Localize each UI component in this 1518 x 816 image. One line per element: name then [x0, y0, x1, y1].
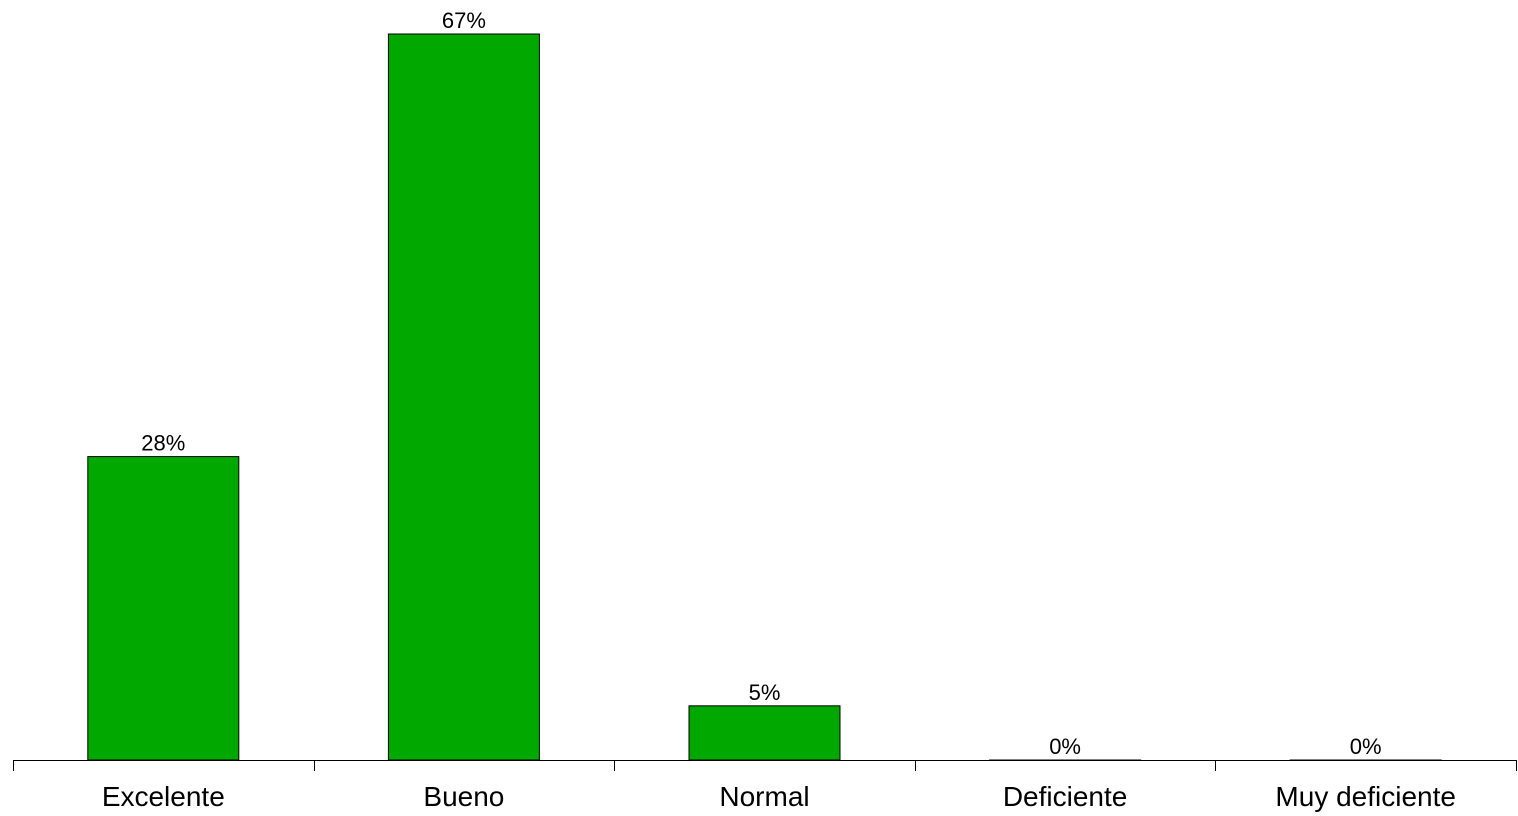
- data-label: 0%: [1049, 734, 1081, 759]
- data-label: 28%: [141, 431, 185, 456]
- x-axis-ticks: [13, 760, 1517, 771]
- bar-normal: [688, 705, 841, 761]
- bar-bueno: [387, 33, 540, 761]
- bars-group: [87, 33, 1442, 761]
- category-labels-group: Excelente Bueno Normal Deficiente Muy defici…: [102, 781, 1456, 812]
- data-labels-group: 28% 67% 5% 0% 0%: [141, 8, 1381, 759]
- category-label: Muy deficiente: [1275, 781, 1456, 812]
- data-label: 5%: [749, 680, 781, 705]
- category-label: Excelente: [102, 781, 225, 812]
- category-label: Normal: [719, 781, 809, 812]
- data-label: 67%: [442, 8, 486, 33]
- data-label: 0%: [1350, 734, 1382, 759]
- bar-excelente: [87, 456, 240, 761]
- category-label: Deficiente: [1003, 781, 1128, 812]
- category-label: Bueno: [423, 781, 504, 812]
